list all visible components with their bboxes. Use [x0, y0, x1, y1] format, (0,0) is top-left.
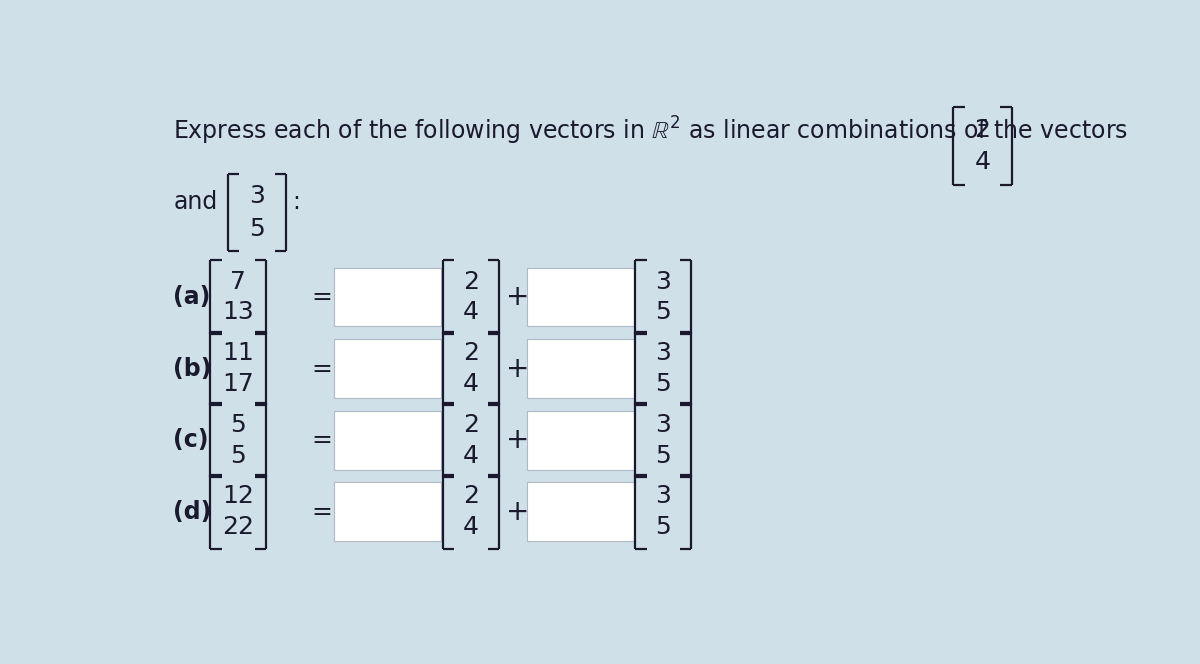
Text: 4: 4 — [463, 515, 479, 539]
Text: 4: 4 — [463, 444, 479, 467]
Text: 5: 5 — [230, 412, 246, 437]
Text: 3: 3 — [655, 484, 671, 508]
Text: 5: 5 — [655, 372, 671, 396]
Text: 4: 4 — [463, 300, 479, 325]
FancyBboxPatch shape — [334, 411, 440, 469]
Text: +: + — [505, 283, 529, 311]
Text: 4: 4 — [974, 150, 990, 175]
Text: 2: 2 — [463, 412, 479, 437]
FancyBboxPatch shape — [334, 339, 440, 398]
Text: 12: 12 — [222, 484, 254, 508]
Text: +: + — [505, 355, 529, 382]
Text: 17: 17 — [222, 372, 254, 396]
Text: 2: 2 — [463, 341, 479, 365]
Text: 2: 2 — [463, 484, 479, 508]
FancyBboxPatch shape — [527, 339, 634, 398]
FancyBboxPatch shape — [527, 482, 634, 541]
Text: 5: 5 — [250, 217, 265, 241]
Text: 2: 2 — [463, 270, 479, 293]
Text: 3: 3 — [655, 341, 671, 365]
Text: 13: 13 — [222, 300, 254, 325]
Text: 2: 2 — [974, 118, 990, 142]
Text: (c): (c) — [173, 428, 209, 452]
Text: 11: 11 — [222, 341, 254, 365]
Text: 5: 5 — [230, 444, 246, 467]
Text: 3: 3 — [655, 270, 671, 293]
Text: =: = — [312, 285, 332, 309]
Text: (d): (d) — [173, 500, 211, 524]
Text: =: = — [312, 357, 332, 380]
Text: :: : — [293, 191, 300, 214]
FancyBboxPatch shape — [527, 411, 634, 469]
Text: =: = — [312, 500, 332, 524]
Text: (b): (b) — [173, 357, 211, 380]
FancyBboxPatch shape — [334, 268, 440, 327]
Text: Express each of the following vectors in $\mathbb{R}^2$ as linear combinations o: Express each of the following vectors in… — [173, 115, 1128, 147]
Text: 3: 3 — [250, 185, 265, 208]
Text: 5: 5 — [655, 515, 671, 539]
Text: +: + — [505, 426, 529, 454]
Text: 3: 3 — [655, 412, 671, 437]
Text: 7: 7 — [230, 270, 246, 293]
Text: +: + — [505, 498, 529, 526]
Text: and: and — [173, 191, 217, 214]
Text: 5: 5 — [655, 444, 671, 467]
FancyBboxPatch shape — [527, 268, 634, 327]
Text: 22: 22 — [222, 515, 254, 539]
Text: (a): (a) — [173, 285, 211, 309]
Text: =: = — [312, 428, 332, 452]
Text: 5: 5 — [655, 300, 671, 325]
Text: 4: 4 — [463, 372, 479, 396]
FancyBboxPatch shape — [334, 482, 440, 541]
